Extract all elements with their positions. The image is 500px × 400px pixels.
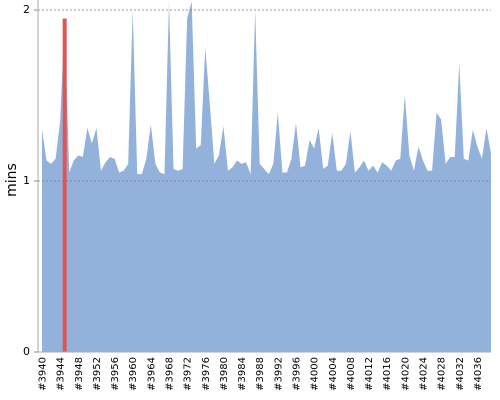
x-tick-label: #4032 [455, 357, 466, 391]
x-tick-label: #4020 [400, 357, 411, 391]
x-tick-label: #4000 [310, 357, 321, 391]
x-tick-label: #3956 [110, 357, 121, 391]
highlight-bar [62, 18, 67, 353]
x-tick-label: #3992 [273, 357, 284, 391]
y-tick-label: 2 [23, 3, 30, 16]
x-tick-label: #3948 [74, 357, 85, 391]
x-tick-label: #3952 [92, 357, 103, 391]
x-tick-label: #4024 [418, 357, 429, 391]
x-tick-label: #4012 [364, 357, 375, 391]
x-tick-label: #3980 [219, 357, 230, 391]
y-tick-label: 0 [23, 345, 30, 358]
x-tick-label: #4004 [328, 357, 339, 391]
x-tick-label: #4028 [437, 357, 448, 391]
x-tick-label: #3960 [128, 357, 139, 391]
y-tick-label: 1 [23, 174, 30, 187]
x-tick-label: #4036 [473, 357, 484, 391]
x-tick-label: #3988 [255, 357, 266, 391]
area [42, 1, 491, 352]
x-tick-label: #3976 [201, 357, 212, 391]
x-tick-label: #3944 [56, 357, 67, 391]
x-tick-label: #3964 [146, 357, 157, 391]
x-tick-label: #3996 [291, 357, 302, 391]
x-tick-label: #4008 [346, 357, 357, 391]
y-axis-label: mins [4, 163, 20, 197]
x-tick-label: #3968 [164, 357, 175, 391]
x-tick-label: #4016 [382, 357, 393, 391]
x-tick-label: #3984 [237, 357, 248, 391]
x-tick-label: #3972 [183, 357, 194, 391]
x-tick-label: #3940 [38, 357, 49, 391]
